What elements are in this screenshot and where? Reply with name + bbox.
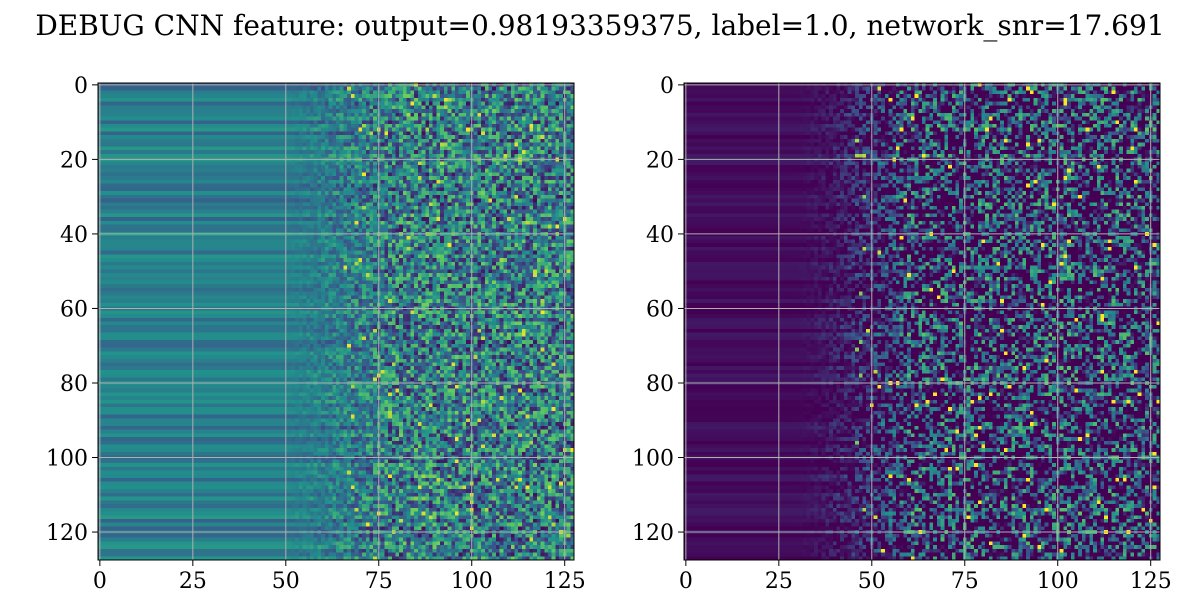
heatmap-right-image	[684, 83, 1160, 560]
x-tick-label: 75	[365, 569, 393, 594]
heatmap-right-ticks: 0 25 50 75 100 125 0 20 40 60 80 100 120	[632, 74, 1172, 594]
figure-title: DEBUG CNN feature: output=0.98193359375,…	[35, 9, 1165, 42]
y-tick-label: 40	[60, 223, 88, 248]
y-tick-label: 60	[60, 297, 88, 322]
x-tick-label: 125	[1130, 569, 1172, 594]
heatmap-left-grid	[98, 83, 574, 560]
y-tick-label: 100	[632, 447, 674, 472]
x-tick-label: 50	[272, 569, 300, 594]
y-tick-label: 0	[74, 74, 88, 99]
heatmap-right-frame	[683, 82, 1161, 561]
x-tick-label: 0	[93, 569, 107, 594]
heatmap-left-ticks: 0 25 50 75 100 125 0 20 40 60 80 100 120	[46, 74, 586, 594]
y-tick-label: 20	[646, 148, 674, 173]
x-tick-label: 100	[1037, 569, 1079, 594]
heatmap-panel-right: 0 25 50 75 100 125 0 20 40 60 80 100 120	[632, 74, 1172, 594]
y-tick-label: 20	[60, 148, 88, 173]
y-tick-label: 80	[646, 372, 674, 397]
x-tick-label: 100	[451, 569, 493, 594]
y-tick-label: 120	[632, 521, 674, 546]
x-tick-label: 25	[765, 569, 793, 594]
y-tick-label: 120	[46, 521, 88, 546]
x-tick-label: 50	[858, 569, 886, 594]
heatmap-left-image	[98, 83, 574, 560]
y-tick-label: 60	[646, 297, 674, 322]
y-tick-label: 40	[646, 223, 674, 248]
heatmap-panel-left: 0 25 50 75 100 125 0 20 40 60 80 100 120	[46, 74, 586, 594]
x-tick-label: 0	[679, 569, 693, 594]
heatmap-right-grid	[684, 83, 1160, 560]
x-tick-label: 25	[179, 569, 207, 594]
y-tick-label: 80	[60, 372, 88, 397]
x-tick-label: 75	[951, 569, 979, 594]
y-tick-label: 100	[46, 447, 88, 472]
y-tick-label: 0	[660, 74, 674, 99]
x-tick-label: 125	[544, 569, 586, 594]
heatmap-left-frame	[97, 82, 575, 561]
